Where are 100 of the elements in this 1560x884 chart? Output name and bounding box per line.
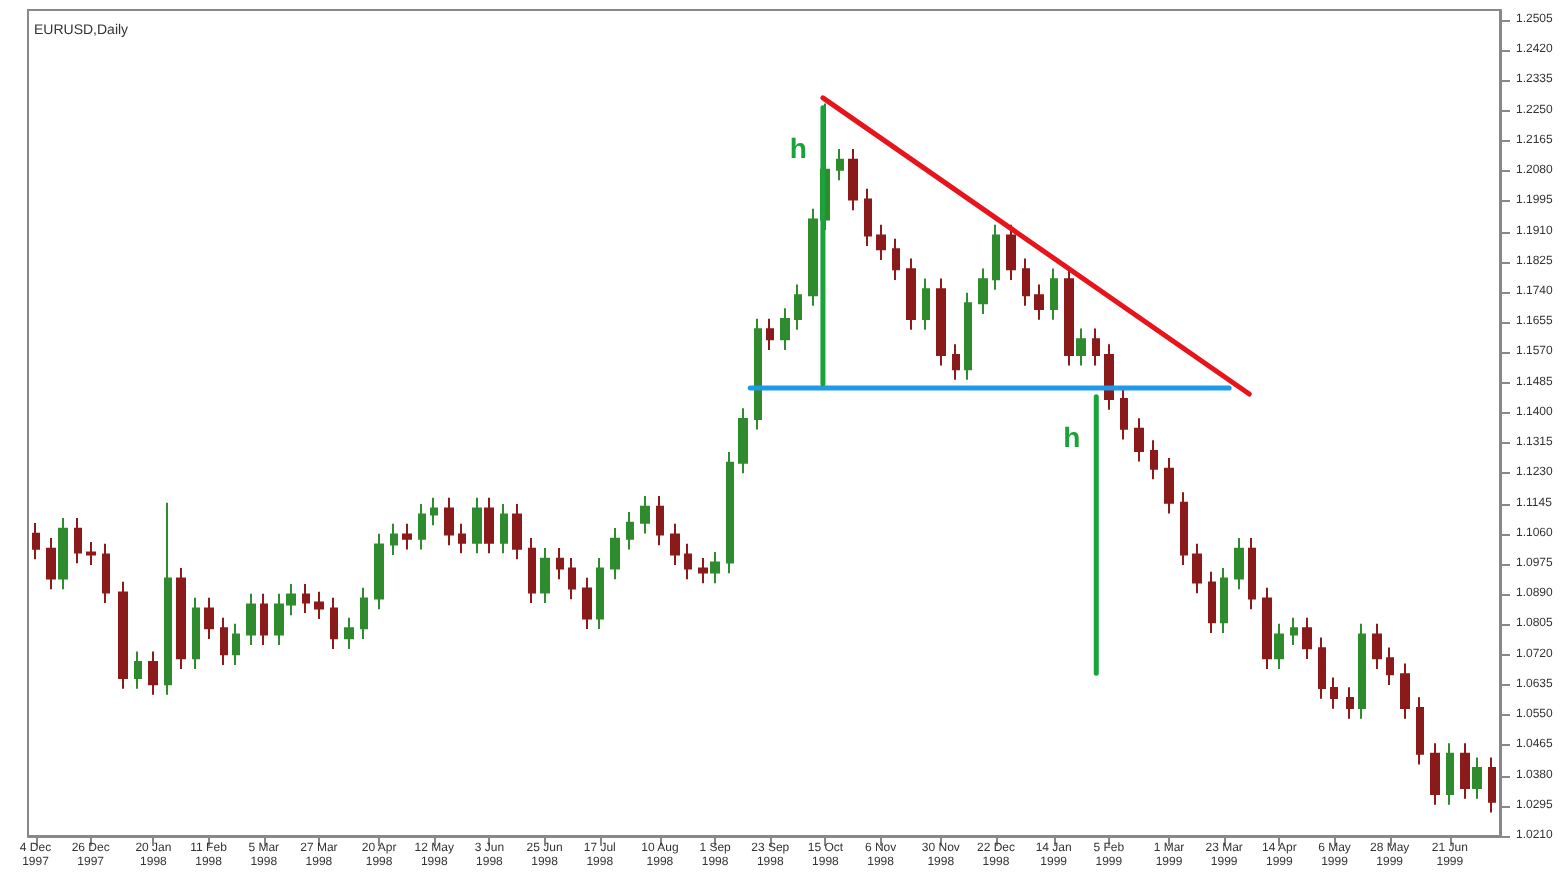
candlestick (876, 223, 886, 261)
candlestick (670, 522, 680, 567)
candlestick (1302, 616, 1312, 660)
candlestick (1248, 537, 1256, 611)
candlestick (472, 496, 482, 555)
candlestick (374, 532, 384, 611)
candlestick (1220, 566, 1228, 634)
candlestick (444, 496, 454, 547)
candlestick (32, 522, 40, 561)
candlestick (626, 511, 634, 551)
candlestick (1234, 537, 1244, 591)
candlestick (1076, 327, 1086, 367)
candlestick (698, 556, 708, 585)
candlestick (1318, 636, 1326, 700)
candlestick (808, 207, 818, 307)
candlestick (754, 317, 762, 431)
candlestick (780, 307, 790, 351)
candlestick (978, 267, 988, 316)
candlestick (430, 496, 438, 527)
candlestick (684, 542, 692, 581)
candlestick (344, 616, 354, 650)
candlestick (512, 502, 522, 561)
candlestick (922, 277, 930, 331)
candlestick (330, 596, 338, 650)
candlestick (1416, 696, 1424, 766)
candlestick (1120, 387, 1128, 441)
candlestick (936, 277, 946, 367)
candlestick (640, 495, 650, 535)
candlestick (1150, 439, 1158, 481)
candlestick (528, 537, 536, 605)
candlestick (232, 622, 240, 666)
candlestick (1134, 417, 1144, 463)
candlestick (1386, 646, 1394, 686)
candlestick (1208, 570, 1216, 634)
candlestick (964, 291, 972, 381)
candlestick (540, 546, 550, 605)
candlestick (176, 566, 186, 670)
candlestick (118, 580, 128, 690)
candlestick (484, 496, 494, 555)
candlestick (418, 502, 426, 551)
candlestick (1330, 676, 1338, 710)
candlestick (1164, 457, 1174, 515)
candlestick (596, 556, 604, 631)
candlestick (848, 148, 858, 212)
candlestick (1488, 756, 1496, 814)
candlestick (952, 343, 960, 381)
candlestick (192, 596, 200, 670)
candlestick (1262, 586, 1272, 670)
candlestick (1274, 622, 1284, 670)
candlestick (1446, 742, 1454, 806)
candlestick (1092, 327, 1100, 367)
candlestick (1290, 616, 1298, 647)
candlestick (204, 596, 214, 641)
candlestick (864, 187, 872, 248)
candlestick (102, 542, 110, 605)
candlestick (1022, 257, 1030, 307)
candlestick (892, 237, 900, 281)
candlestick (610, 527, 620, 581)
candlestick (1460, 742, 1470, 800)
candlestick (568, 556, 576, 601)
candlestick (794, 283, 802, 331)
candlestick (302, 582, 310, 615)
candlestick (260, 592, 268, 647)
candlestick (726, 450, 734, 575)
candlestick (46, 537, 56, 591)
candlestick (402, 522, 412, 551)
candlestick (582, 576, 592, 631)
candlestick (1346, 686, 1354, 720)
candlestick (1430, 742, 1440, 806)
candlestick (458, 522, 466, 555)
candlestick (74, 517, 82, 565)
candlestick (1034, 283, 1044, 321)
candlestick (1006, 223, 1016, 281)
candlestick (58, 517, 68, 591)
candlestick (1050, 267, 1058, 321)
candlestick (556, 546, 564, 581)
candlestick (360, 586, 368, 641)
candlestick (992, 223, 1000, 291)
candlestick (314, 590, 324, 621)
candlestick (1064, 267, 1074, 367)
candlestick (500, 502, 508, 555)
candlestick (134, 650, 142, 690)
candlestick (390, 522, 398, 557)
series-label: h (789, 131, 807, 164)
candlestick (1372, 622, 1382, 670)
candlestick (766, 317, 774, 351)
candlestick (906, 257, 916, 331)
candlestick (738, 407, 748, 475)
candlestick (836, 148, 844, 182)
candlestick (246, 592, 256, 647)
candlestick (1358, 622, 1366, 720)
candlestick (1472, 756, 1482, 800)
candlestick (1180, 491, 1188, 567)
candlestick (86, 540, 96, 567)
candlestick (656, 495, 664, 547)
candlestick (1192, 542, 1202, 595)
candlestick (220, 616, 228, 666)
series-label: h (1063, 420, 1081, 453)
candlestick (710, 550, 720, 585)
candlestick (164, 501, 172, 696)
